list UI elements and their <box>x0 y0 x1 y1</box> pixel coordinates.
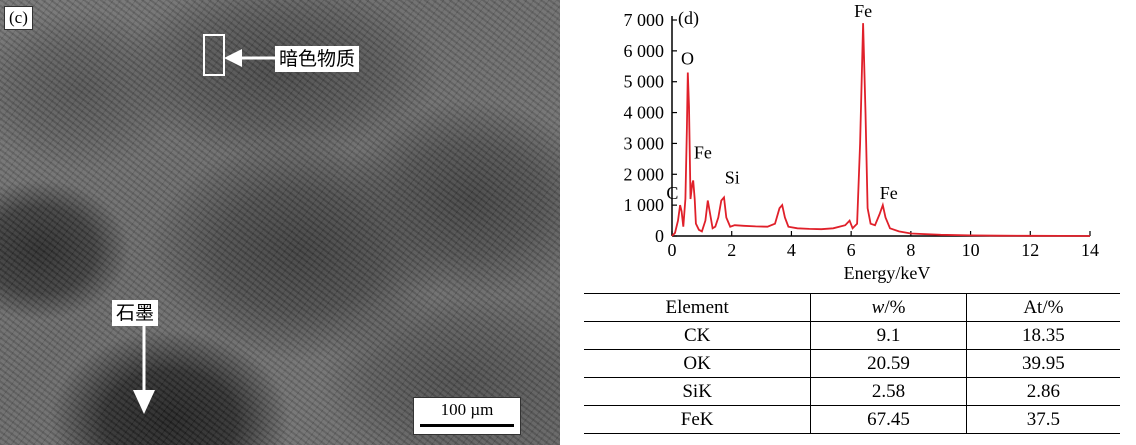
x-tick-label: 2 <box>727 240 736 260</box>
panel-label-d: (d) <box>678 8 699 29</box>
table-row: FeK 67.45 37.5 <box>584 405 1120 434</box>
dark-material-label: 暗色物质 <box>275 46 360 72</box>
table-row: SiK 2.58 2.86 <box>584 377 1120 406</box>
header-mass-percent: w/% <box>810 293 967 322</box>
cell-element: SiK <box>584 377 811 406</box>
x-tick-label: 14 <box>1081 240 1099 260</box>
scale-bar: 100 µm <box>413 397 521 435</box>
cell-atomic-percent: 18.35 <box>965 321 1120 350</box>
scale-bar-line <box>420 424 514 427</box>
cell-atomic-percent: 2.86 <box>965 377 1120 406</box>
y-tick-label: 3 000 <box>624 133 665 153</box>
sem-micrograph: (c) 暗色物质 石墨 100 µm <box>0 0 560 445</box>
x-tick-label: 4 <box>787 240 796 260</box>
y-tick-label: 4 000 <box>624 103 665 123</box>
x-tick-label: 8 <box>906 240 915 260</box>
composition-table: Element w/% At/% CK 9.1 18.35 OK 20.59 3… <box>584 293 1120 434</box>
x-axis-label: Energy/keV <box>844 263 931 283</box>
cell-element: CK <box>584 321 811 350</box>
eds-spectrum-chart: 0 1 000 2 000 3 000 4 000 5 000 6 000 7 000 0 2 4… <box>624 1 1100 283</box>
peak-label: Si <box>725 167 740 187</box>
peak-label: Fe <box>854 1 872 21</box>
cell-mass-percent: 20.59 <box>810 349 967 378</box>
x-tick-label: 6 <box>847 240 856 260</box>
graphite-label: 石墨 <box>112 300 159 326</box>
cell-mass-percent: 2.58 <box>810 377 967 406</box>
table-row: CK 9.1 18.35 <box>584 321 1120 350</box>
x-axis: 0 2 4 6 8 10 12 14 <box>668 231 1099 260</box>
y-tick-label: 7 000 <box>624 10 665 30</box>
micrograph-texture <box>0 0 560 445</box>
peak-label: Fe <box>694 142 712 162</box>
y-tick-label: 1 000 <box>624 195 665 215</box>
arrow-down-icon <box>133 326 155 414</box>
cell-element: OK <box>584 349 811 378</box>
peak-labels: O C Fe Si Fe Fe <box>666 1 897 203</box>
peak-label: Fe <box>880 183 898 203</box>
cell-mass-percent: 67.45 <box>810 405 967 434</box>
y-tick-label: 6 000 <box>624 41 665 61</box>
table-header-row: Element w/% At/% <box>584 293 1120 322</box>
x-tick-label: 12 <box>1021 240 1039 260</box>
panel-label-c: (c) <box>4 6 33 30</box>
dark-region-marker <box>203 34 225 76</box>
y-axis: 0 1 000 2 000 3 000 4 000 5 000 6 000 7 000 <box>624 10 677 246</box>
cell-atomic-percent: 37.5 <box>965 405 1120 434</box>
x-tick-label: 0 <box>668 240 677 260</box>
cell-atomic-percent: 39.95 <box>965 349 1120 378</box>
table-row: OK 20.59 39.95 <box>584 349 1120 378</box>
scale-bar-label: 100 µm <box>440 400 494 419</box>
y-tick-label: 5 000 <box>624 72 665 92</box>
x-tick-label: 10 <box>962 240 980 260</box>
header-element: Element <box>584 293 811 322</box>
header-atomic-percent: At/% <box>965 293 1120 322</box>
peak-label: C <box>666 183 678 203</box>
cell-element: FeK <box>584 405 811 434</box>
y-tick-label: 2 000 <box>624 164 665 184</box>
y-tick-label: 0 <box>655 226 664 246</box>
peak-label: O <box>681 48 694 68</box>
cell-mass-percent: 9.1 <box>810 321 967 350</box>
arrow-left-icon <box>224 49 276 67</box>
spectrum-line <box>671 23 1091 237</box>
